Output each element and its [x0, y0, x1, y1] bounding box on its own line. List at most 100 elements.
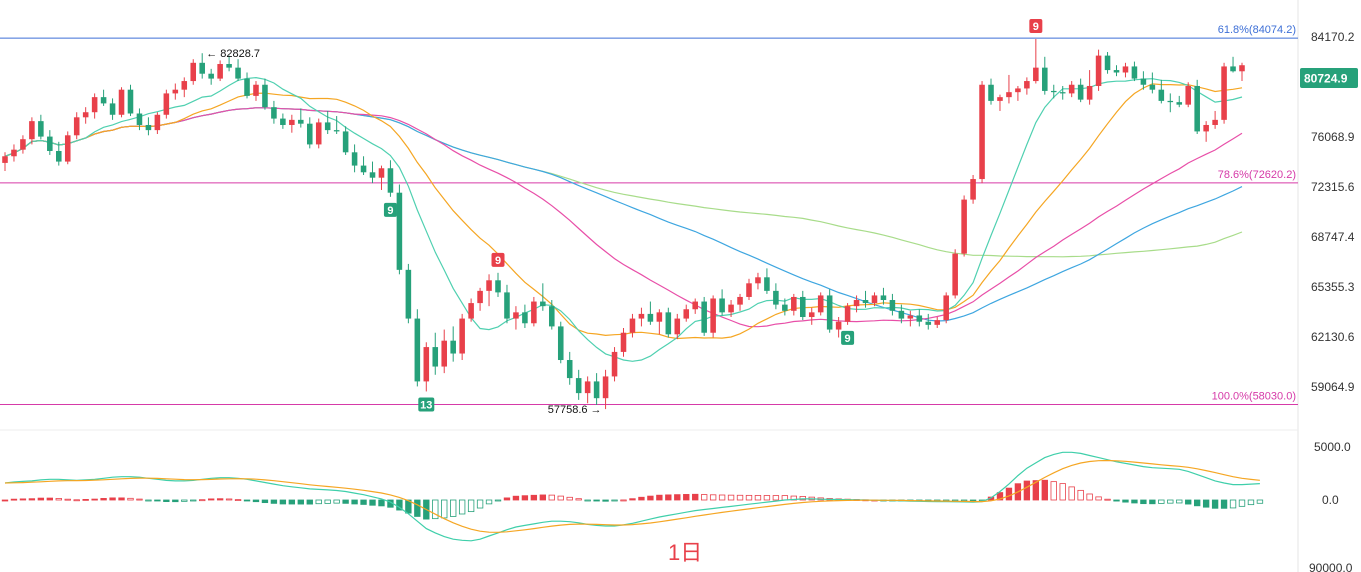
- macd-histogram-bar: [216, 498, 224, 501]
- candle-body: [513, 312, 519, 319]
- macd-histogram-bar: [1059, 483, 1066, 501]
- candle-body: [11, 149, 17, 157]
- macd-histogram-bar: [100, 498, 107, 501]
- price-tick-label: 72315.6: [1311, 180, 1355, 194]
- macd-histogram-bar: [763, 495, 771, 501]
- candle-body: [441, 340, 448, 367]
- macd-histogram-bar: [1238, 499, 1246, 507]
- candle-body: [235, 67, 241, 79]
- ma-line-long-2: [4, 107, 1243, 322]
- candle-body: [20, 139, 26, 150]
- candle-body: [405, 269, 412, 319]
- macd-histogram-bar: [360, 499, 367, 505]
- high-price-label: ← 82828.7: [206, 48, 260, 60]
- macd-histogram-bar: [109, 497, 116, 501]
- macd-histogram-bar: [1023, 480, 1031, 501]
- last-price-value: 80724.9: [1304, 72, 1348, 86]
- macd-histogram-bar: [270, 499, 278, 504]
- macd-histogram-bar: [1, 499, 9, 502]
- candle-body: [262, 84, 268, 108]
- macd-histogram-bar: [969, 499, 977, 502]
- candle-body: [540, 301, 546, 307]
- macd-histogram-bar: [1194, 499, 1201, 507]
- macd-histogram-bar: [46, 497, 53, 501]
- candle-body: [369, 172, 376, 178]
- macd-histogram-bar: [647, 495, 654, 501]
- fibonacci-levels: 61.8%(84074.2) 78.6%(72620.2) 100.0%(58030…: [0, 24, 1298, 405]
- macd-histogram-bar: [467, 499, 475, 513]
- macd-histogram-bar: [539, 494, 547, 501]
- candle-body: [907, 315, 914, 319]
- macd-histogram-bar: [342, 499, 349, 504]
- candle-body: [289, 119, 295, 125]
- last-price-tag-bg: [1300, 68, 1358, 88]
- macd-histogram-bar: [163, 499, 170, 502]
- candle-body: [306, 123, 313, 145]
- macd-histogram-bar: [324, 499, 331, 504]
- candle-body: [943, 295, 949, 321]
- macd-histogram-bar: [306, 499, 313, 505]
- td-badge-label: 9: [1033, 21, 1039, 33]
- macd-histogram-bar: [602, 499, 609, 502]
- macd-histogram-bar: [1086, 493, 1093, 501]
- candle-body: [333, 130, 340, 132]
- td-badge-label: 13: [420, 399, 432, 411]
- candle-body: [47, 136, 53, 151]
- candle-body: [791, 296, 797, 311]
- macd-histogram-bar: [512, 495, 520, 501]
- timeframe-label: 1日: [668, 540, 702, 565]
- candle-body: [91, 97, 98, 113]
- macd-histogram-bar: [64, 498, 71, 501]
- candle-body: [746, 283, 752, 297]
- candle-body: [29, 121, 35, 140]
- candle-body: [145, 124, 152, 131]
- macd-dea-line: [4, 459, 1260, 533]
- candle-body: [271, 107, 277, 119]
- candle-body: [880, 295, 887, 301]
- candle-body: [1131, 66, 1138, 79]
- macd-histogram-bar: [243, 499, 251, 502]
- td-badge: [1029, 19, 1043, 34]
- td-badge-label: 9: [845, 333, 851, 345]
- candle-body: [799, 296, 806, 318]
- macd-histogram-bar: [315, 499, 322, 505]
- candle-body: [495, 280, 501, 293]
- macd-histogram-bar: [503, 497, 511, 501]
- macd-histogram-bar: [82, 498, 89, 501]
- candle-body: [737, 296, 743, 305]
- candle-body: [486, 280, 492, 291]
- candle-body: [531, 301, 537, 324]
- macd-histogram-bar: [996, 492, 1004, 501]
- macd-histogram-bar: [638, 496, 645, 501]
- candle-body: [396, 192, 403, 270]
- candle-body: [154, 114, 161, 131]
- candle-body: [199, 62, 205, 74]
- macd-bottom-label: 90000.0: [1309, 561, 1353, 572]
- macd-histogram-bar: [1077, 489, 1084, 501]
- candle-body: [728, 304, 734, 313]
- candle-body: [970, 179, 976, 200]
- macd-histogram-bar: [1068, 486, 1075, 501]
- candle-body: [1239, 65, 1245, 72]
- candle-body: [315, 122, 322, 145]
- macd-histogram-bar: [1185, 499, 1192, 505]
- candle-body: [477, 290, 483, 304]
- macd-histogram-bar: [584, 499, 591, 502]
- macd-histogram-bar: [118, 497, 125, 501]
- td-badge: [383, 202, 397, 217]
- candle-body: [244, 78, 250, 96]
- macd-histogram-bar: [772, 495, 780, 501]
- candle-body: [190, 62, 197, 82]
- candle-body: [109, 103, 116, 115]
- price-tick-label: 59064.9: [1311, 380, 1355, 394]
- macd-histogram-bar: [593, 499, 600, 502]
- candle-body: [961, 199, 967, 254]
- td-badge: [418, 397, 435, 412]
- td-badge-label: 9: [495, 255, 501, 267]
- candle-body: [647, 313, 654, 322]
- candle-body: [1140, 78, 1147, 85]
- macd-histogram-bar: [1247, 499, 1255, 506]
- candle-body: [683, 309, 690, 319]
